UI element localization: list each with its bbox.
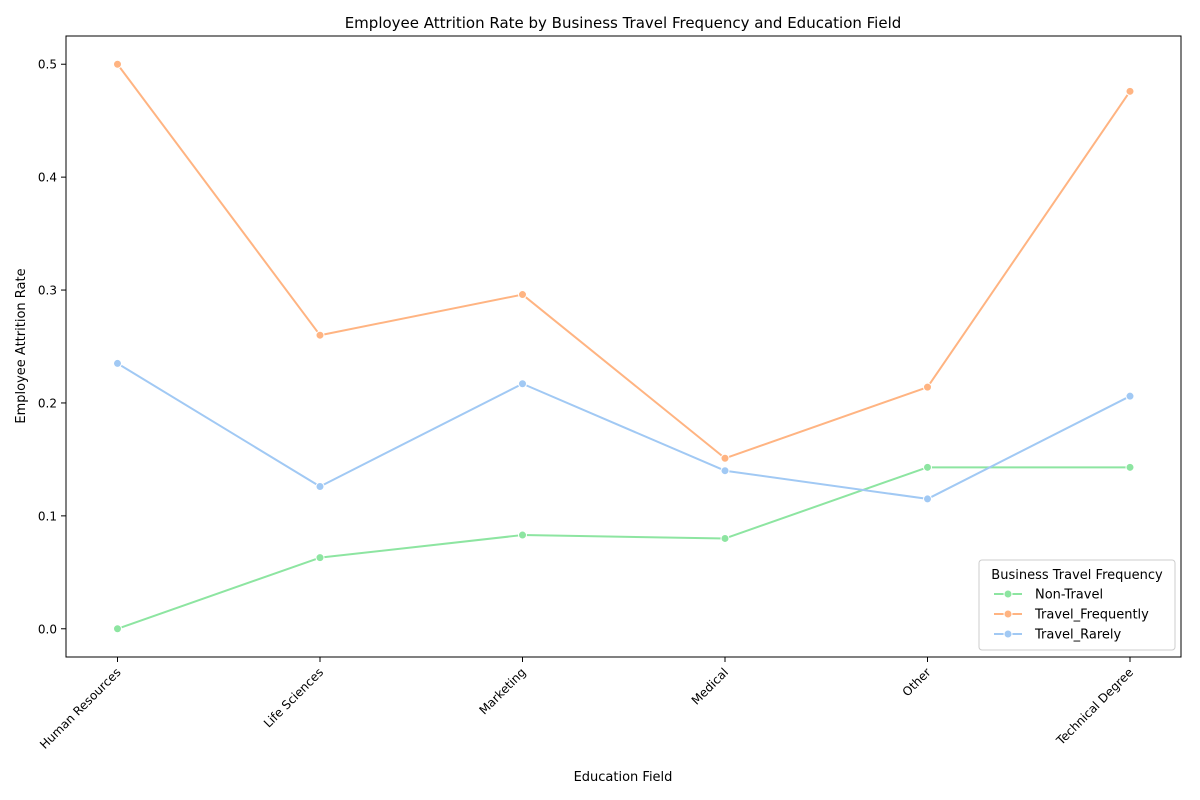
series-line: [117, 466, 1130, 630]
series-travel-frequently: [113, 59, 1135, 463]
series-non-travel: [113, 462, 1135, 634]
data-point: [113, 59, 122, 69]
data-point: [113, 624, 122, 634]
series-travel-rarely: [113, 358, 1135, 504]
data-point: [720, 533, 730, 543]
data-point: [923, 462, 932, 472]
series-layer: [113, 59, 1135, 634]
y-tick-label: 0.1: [38, 509, 57, 523]
legend-item: Travel_Frequently: [994, 608, 1149, 623]
data-point: [315, 553, 325, 563]
legend-marker: [1003, 589, 1013, 599]
data-point: [315, 330, 325, 340]
legend-label: Non-Travel: [1035, 588, 1103, 603]
legend: Business Travel Frequency Non-Travel Trav…: [978, 559, 1176, 651]
x-tick-label: Life Sciences: [261, 665, 326, 730]
legend-title: Business Travel Frequency: [991, 568, 1163, 583]
data-point: [923, 494, 932, 504]
x-tick-label: Medical: [689, 665, 731, 707]
data-point: [518, 530, 527, 540]
legend-marker: [1003, 629, 1013, 639]
x-tick-label: Technical Degree: [1053, 665, 1136, 748]
legend-box: [978, 559, 1176, 651]
y-axis-label: Employee Attrition Rate: [14, 268, 29, 423]
series-line: [116, 362, 1131, 500]
data-point: [113, 358, 122, 368]
data-point: [315, 482, 325, 492]
plot-area: [65, 35, 1182, 658]
x-axis: Human Resources Life Sciences Marketing Med…: [37, 657, 1136, 752]
data-point: [518, 290, 527, 300]
data-point: [923, 382, 932, 392]
legend-label: Travel_Rarely: [1034, 628, 1122, 643]
legend-item: Travel_Rarely: [994, 628, 1122, 643]
data-point: [720, 453, 730, 463]
x-tick-label: Human Resources: [37, 665, 124, 752]
y-tick-label: 0.2: [38, 396, 57, 410]
x-axis-label: Education Field: [574, 770, 673, 785]
legend-label: Travel_Frequently: [1034, 608, 1149, 623]
legend-item: Non-Travel: [994, 588, 1103, 603]
legend-marker: [1003, 609, 1013, 619]
y-tick-label: 0.0: [38, 622, 57, 636]
x-tick-label: Other: [900, 665, 934, 699]
data-point: [1125, 462, 1135, 472]
y-tick-label: 0.4: [38, 171, 57, 185]
y-tick-label: 0.5: [38, 58, 57, 72]
series-line: [116, 63, 1131, 460]
data-point: [1125, 391, 1135, 401]
x-tick-label: Marketing: [476, 665, 528, 717]
chart-title: Employee Attrition Rate by Business Trav…: [345, 14, 902, 32]
data-point: [1125, 86, 1135, 96]
data-point: [720, 466, 730, 476]
y-axis: 0.0 0.1 0.2 0.3 0.4 0.5: [38, 58, 66, 636]
data-point: [518, 379, 527, 389]
y-tick-label: 0.3: [38, 284, 57, 298]
